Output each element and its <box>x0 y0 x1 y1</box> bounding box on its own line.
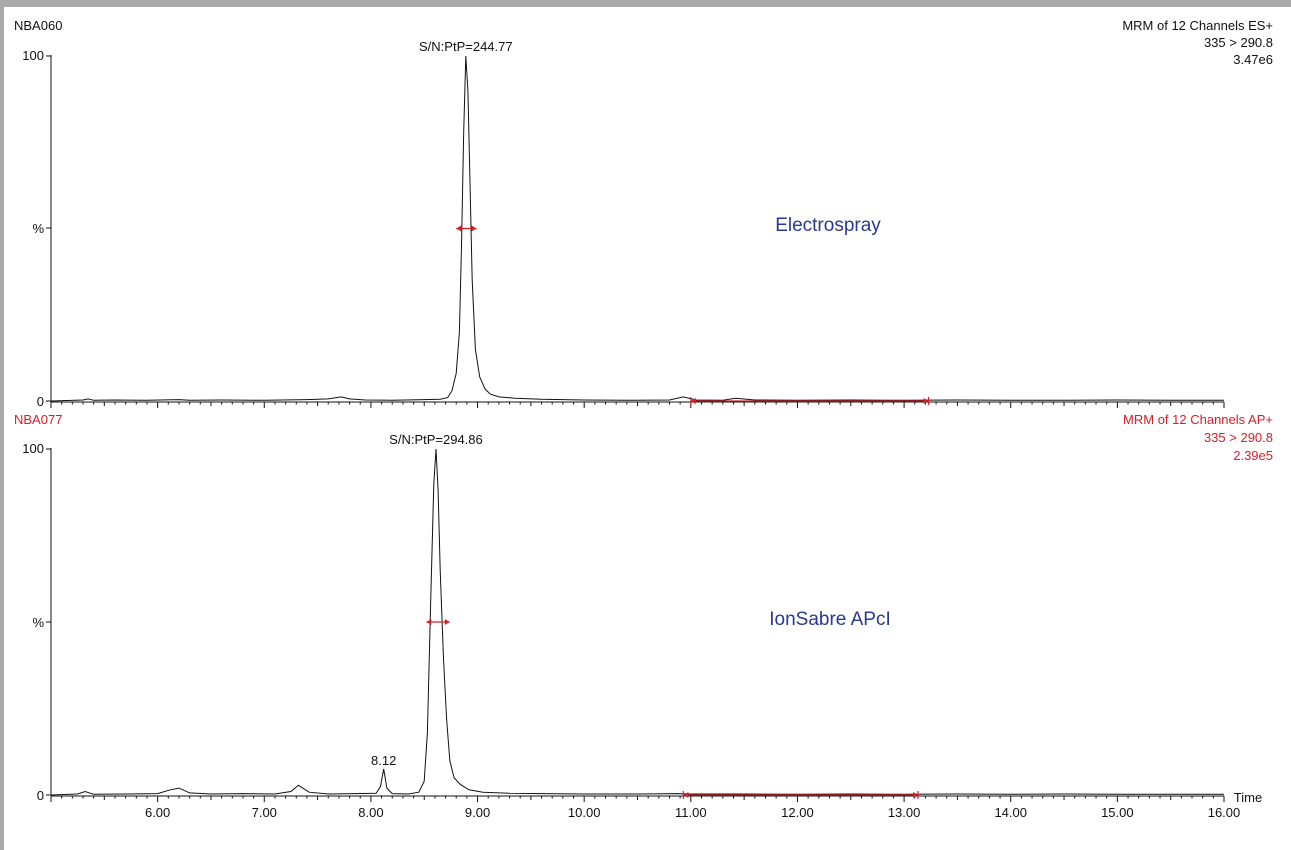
y-tick-label-0: 0 <box>37 788 44 803</box>
y-tick-label-100: 100 <box>22 441 44 456</box>
peak-width-marker <box>456 225 477 232</box>
peak-label: S/N:PtP=244.77 <box>419 39 513 54</box>
header-line-1: MRM of 12 Channels ES+ <box>1122 18 1273 33</box>
peak-label: S/N:PtP=294.86 <box>389 432 483 447</box>
panel-ionsabre: NBA077 MRM of 12 Channels AP+ 335 > 290.… <box>14 412 1273 820</box>
header-line-1: MRM of 12 Channels AP+ <box>1123 412 1273 427</box>
chromatogram-trace <box>50 55 1224 402</box>
x-tick-label: 11.00 <box>675 805 707 820</box>
chromatogram-trace <box>50 448 1224 796</box>
annotation-label: Electrospray <box>775 215 881 236</box>
x-tick-label: 6.00 <box>145 805 170 820</box>
noise-arrow-left <box>690 398 696 404</box>
sample-label: NBA060 <box>14 18 62 33</box>
x-tick-labels: 6.00 7.00 8.00 9.00 10.00 11.00 12.00 13.00 14.0… <box>145 805 1240 820</box>
noise-arrow-left <box>683 792 689 798</box>
width-arrow-right <box>444 619 450 625</box>
y-tick-label-percent: % <box>32 615 44 630</box>
x-tick-label: 12.00 <box>781 805 814 820</box>
x-tick-label: 8.00 <box>358 805 383 820</box>
x-tick-label: 15.00 <box>1101 805 1134 820</box>
header-line-3: 2.39e5 <box>1233 448 1273 463</box>
x-tick-marks <box>50 795 1225 802</box>
width-arrow-left <box>426 619 432 625</box>
peak-width-marker <box>426 619 450 625</box>
header-line-2: 335 > 290.8 <box>1204 430 1273 445</box>
header-line-3: 3.47e6 <box>1233 52 1273 67</box>
panel-electrospray: NBA060 MRM of 12 Channels ES+ 335 > 290.… <box>14 18 1273 409</box>
x-tick-label: 13.00 <box>888 805 921 820</box>
x-tick-label: 7.00 <box>252 805 277 820</box>
x-tick-label: 9.00 <box>465 805 490 820</box>
y-tick-label-100: 100 <box>22 48 44 63</box>
x-tick-marks <box>50 401 1225 408</box>
noise-range-marker <box>690 397 930 405</box>
header-line-2: 335 > 290.8 <box>1204 35 1273 50</box>
width-arrow-right <box>471 225 477 232</box>
retention-time-label: 8.12 <box>371 753 396 768</box>
noise-arrow-right <box>923 398 929 404</box>
y-tick-label-0: 0 <box>37 394 44 409</box>
noise-arrow-right <box>912 792 918 798</box>
width-arrow-left <box>456 225 462 232</box>
y-tick-label-percent: % <box>32 221 44 236</box>
x-tick-label: 16.00 <box>1208 805 1241 820</box>
x-tick-label: 10.00 <box>568 805 601 820</box>
sample-label: NBA077 <box>14 412 62 427</box>
x-tick-label: 14.00 <box>994 805 1027 820</box>
annotation-label: IonSabre APcI <box>769 609 890 630</box>
x-axis-title: Time <box>1234 790 1262 805</box>
noise-range-marker <box>682 791 919 799</box>
